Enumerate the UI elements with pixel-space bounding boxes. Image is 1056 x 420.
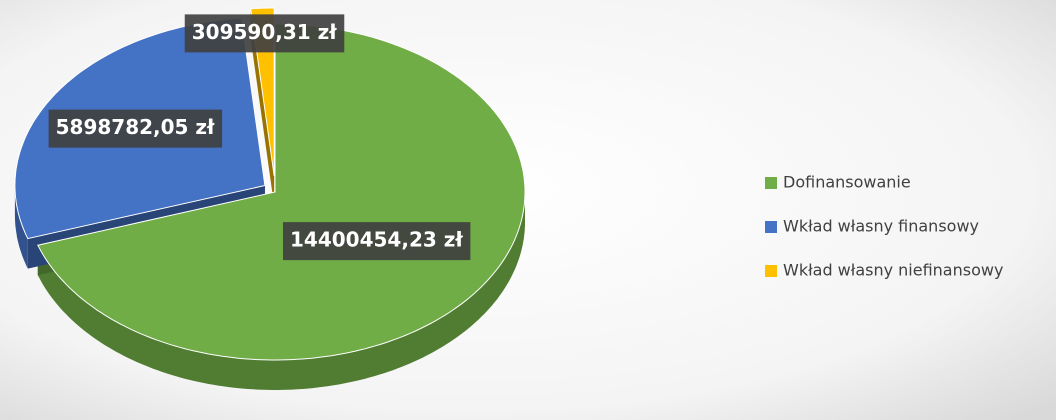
slice-side	[14, 185, 28, 269]
slice-edge	[250, 8, 275, 206]
data-label-text: 309590,31 zł	[192, 20, 338, 44]
slice	[37, 23, 526, 361]
data-label-box	[283, 222, 471, 261]
legend-label: Dofinansowanie	[783, 173, 911, 192]
legend-swatch	[765, 177, 777, 189]
data-label: 14400454,23 zł	[283, 222, 471, 261]
data-label-box	[184, 14, 345, 53]
data-label: 309590,31 zł	[184, 14, 345, 53]
data-label-text: 14400454,23 zł	[290, 228, 463, 252]
legend-swatch	[765, 221, 777, 233]
slice-side	[37, 192, 526, 390]
legend-label: Wkład własny niefinansowy	[783, 261, 1003, 280]
pie	[14, 7, 526, 390]
legend-label: Wkład własny finansowy	[783, 217, 979, 236]
data-label: 5898782,05 zł	[48, 109, 223, 148]
legend-swatch	[765, 265, 777, 277]
data-label-box	[48, 109, 223, 148]
data-label-text: 5898782,05 zł	[56, 115, 215, 139]
